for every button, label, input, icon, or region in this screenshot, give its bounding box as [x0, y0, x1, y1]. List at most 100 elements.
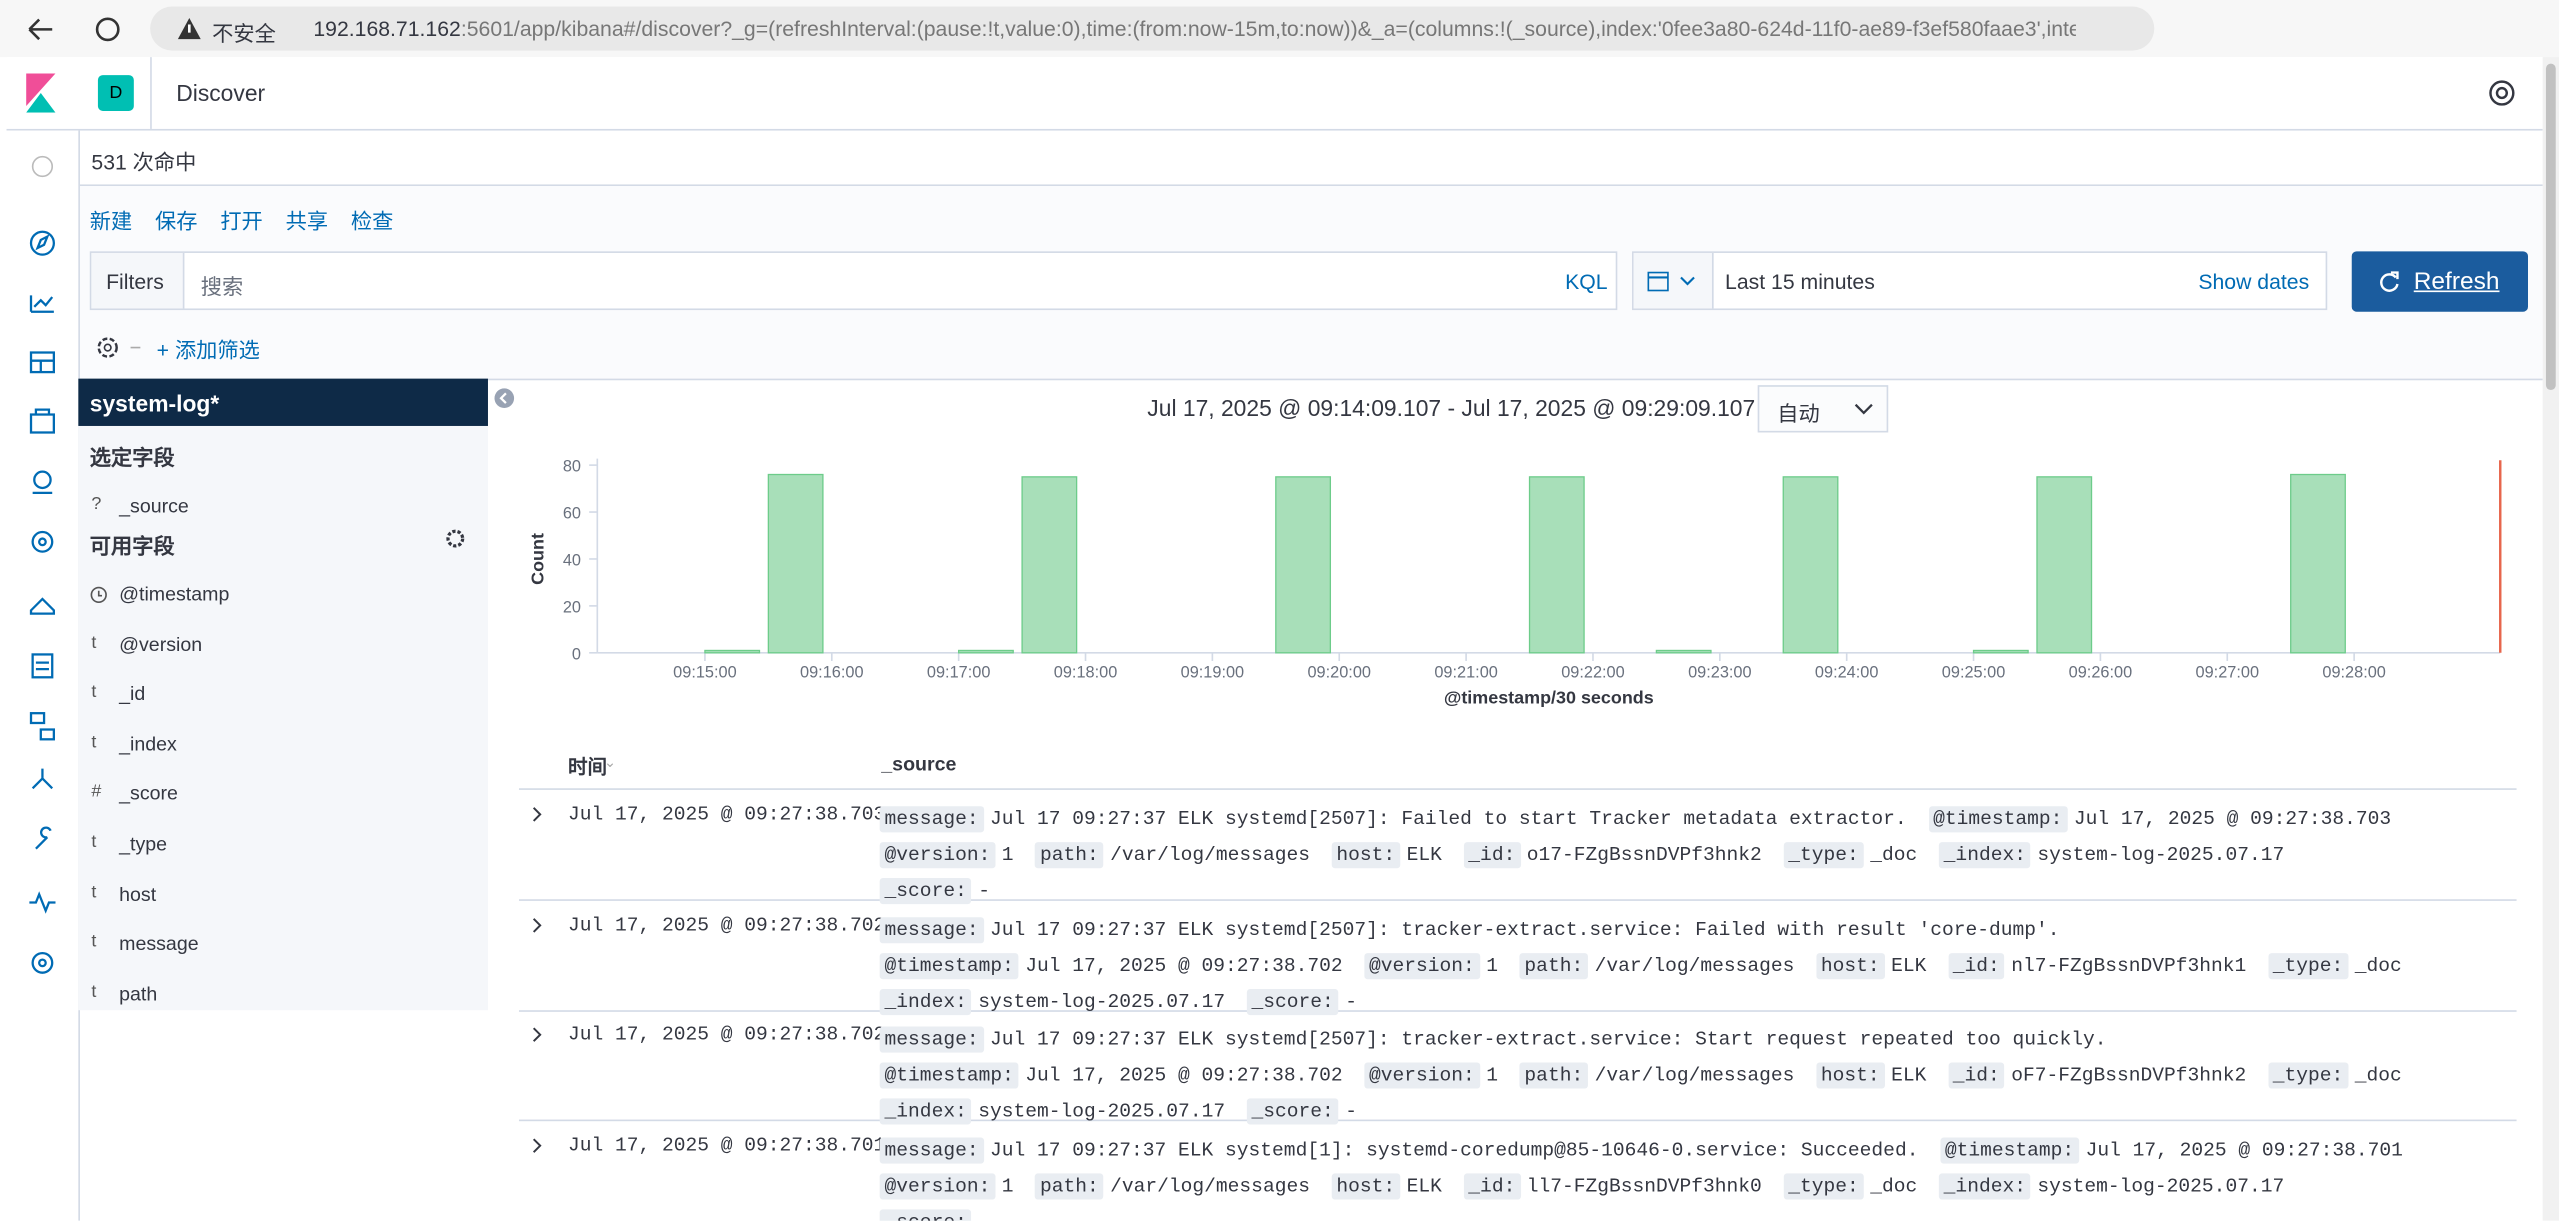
field-value: -: [1345, 989, 1357, 1013]
url: 192.168.71.162:5601/app/kibana#/discover…: [313, 16, 2076, 40]
source-field: message: Jul 17 09:27:37 ELK systemd[1]: …: [879, 1136, 1929, 1163]
address-bar[interactable]: 不安全 192.168.71.162:5601/app/kibana#/disc…: [150, 6, 2155, 51]
field-item[interactable]: t message: [78, 924, 488, 966]
refresh-button[interactable]: Refresh: [2351, 251, 2528, 312]
source-field: @version: 1: [1364, 952, 1508, 979]
column-header[interactable]: 时间: [567, 755, 608, 779]
field-key: path:: [1035, 1172, 1104, 1199]
kql-toggle[interactable]: KQL: [1565, 269, 1608, 294]
field-key: _score:: [879, 1208, 972, 1221]
menu-link[interactable]: 共享: [285, 208, 329, 234]
refresh-label: Refresh: [2413, 267, 2500, 296]
field-item[interactable]: ? _source: [78, 486, 488, 528]
field-value: 1: [1486, 953, 1498, 977]
field-settings[interactable]: [446, 529, 466, 549]
field-key: host:: [1815, 1062, 1885, 1089]
add-filter[interactable]: + 添加筛选: [156, 337, 260, 363]
field-key: _id:: [1947, 952, 2005, 979]
field-name: @version: [119, 632, 203, 656]
field-value: 1: [1486, 1064, 1498, 1087]
field-value: ELK: [1406, 1174, 1442, 1198]
field-type: t: [91, 732, 97, 753]
nav-icons[interactable]: [7, 131, 79, 996]
field-item[interactable]: t @version: [78, 624, 488, 666]
side-nav: [6, 130, 80, 1221]
source-field: @timestamp: Jul 17, 2025 @ 09:27:38.701: [1940, 1136, 2413, 1163]
warning-icon: [177, 17, 201, 40]
field-value: /var/log/messages: [1594, 953, 1795, 977]
menu-link[interactable]: 打开: [220, 208, 263, 234]
source-field: @timestamp: Jul 17, 2025 @ 09:27:38.702: [879, 1062, 1353, 1089]
show-dates[interactable]: Show dates: [2198, 269, 2310, 294]
field-item[interactable]: t host: [78, 874, 488, 916]
field-key: @version:: [879, 842, 996, 869]
help-icon[interactable]: [2487, 78, 2516, 107]
field-key: _score:: [879, 878, 972, 905]
field-value: oF7-FZgBssnDVPf3hnk2: [2011, 1064, 2247, 1087]
bar: [1782, 476, 1839, 654]
source-field: _type: _doc: [2267, 1062, 2412, 1089]
field-name: host: [119, 882, 157, 906]
field-value: 1: [1001, 843, 1014, 867]
x-tick-label: 09:17:00: [927, 663, 991, 681]
field-value: nl7-FZgBssnDVPf3hnk1: [2011, 953, 2247, 977]
field-value: Jul 17, 2025 @ 09:27:38.701: [2085, 1138, 2403, 1162]
x-tick-label: 09:16:00: [800, 663, 863, 681]
histogram: 0 20 40 60 80 09:15:00 09:16:00 09:17:00 09:18:0…: [527, 458, 2502, 707]
field-value: ELK: [1891, 953, 1927, 977]
expand-toggle[interactable]: [529, 1025, 545, 1045]
source-field: host: ELK: [1815, 1062, 1936, 1089]
x-tick-label: 09:23:00: [1688, 663, 1752, 681]
x-tick-label: 09:25:00: [1942, 663, 2006, 681]
field-item[interactable]: t _id: [78, 674, 488, 716]
source-field: _index: system-log-2025.07.17: [879, 1098, 1235, 1125]
field-value: -: [978, 1210, 990, 1221]
source-field: _type: _doc: [2267, 952, 2412, 979]
field-item[interactable]: # _score: [78, 774, 488, 816]
field-value: system-log-2025.07.17: [2037, 1174, 2285, 1198]
field-key: host:: [1331, 842, 1401, 869]
search-input[interactable]: 搜索: [200, 274, 244, 299]
field-item[interactable]: t _type: [78, 824, 488, 866]
app-header: D Discover: [6, 57, 2543, 131]
expand-toggle[interactable]: [529, 1135, 545, 1155]
doc-source: message: Jul 17 09:27:37 ELK systemd[2507…: [879, 911, 2422, 1019]
filters-button[interactable]: Filters: [91, 252, 185, 309]
nav-buttons[interactable]: [23, 13, 154, 46]
doc-time: Jul 17, 2025 @ 09:27:38.701: [567, 1133, 886, 1157]
space-badge[interactable]: D: [97, 75, 134, 111]
expand-toggle[interactable]: [529, 805, 545, 825]
source-field: path:/var/log/messages: [1519, 1062, 1805, 1089]
interval-select[interactable]: 自动: [1757, 385, 1889, 433]
sort-icon[interactable]: ⌄: [603, 753, 617, 771]
expand-toggle[interactable]: [529, 915, 545, 935]
collapse-button[interactable]: [493, 387, 516, 410]
menu-link[interactable]: 新建: [89, 208, 133, 234]
source-field: _score:-: [1246, 1098, 1367, 1125]
field-value: system-log-2025.07.17: [978, 1099, 1226, 1123]
kibana-logo[interactable]: [26, 73, 59, 113]
query-bar: Filters 搜索 KQL: [89, 251, 1618, 311]
field-item[interactable]: t path: [78, 974, 488, 1016]
filter-settings[interactable]: [95, 333, 150, 362]
field-key: path:: [1035, 842, 1104, 869]
y-axis-title: Count: [527, 533, 547, 585]
field-value: /var/log/messages: [1110, 1174, 1310, 1198]
scrollbar[interactable]: [2542, 57, 2559, 1221]
menu-link[interactable]: 保存: [155, 208, 198, 234]
x-tick-label: 09:18:00: [1054, 663, 1117, 681]
field-value: Jul 17 09:27:37 ELK systemd[2507]: track…: [989, 1028, 2107, 1052]
field-key: message:: [879, 1026, 984, 1053]
field-item[interactable]: @timestamp: [78, 574, 488, 616]
source-field: @version: 1: [1364, 1062, 1508, 1089]
field-key: @version:: [1364, 952, 1480, 979]
field-key: _type:: [1783, 842, 1864, 869]
source-field: message: Jul 17 09:27:37 ELK systemd[2507…: [879, 806, 1917, 833]
y-tick-label: 60: [563, 505, 581, 523]
field-item[interactable]: t _index: [78, 724, 488, 766]
quick-menu[interactable]: [1633, 252, 1714, 309]
chart-title: Jul 17, 2025 @ 09:14:09.107 - Jul 17, 20…: [1147, 394, 1785, 422]
index-pattern[interactable]: system-log*: [78, 378, 488, 426]
menu-link[interactable]: 检查: [350, 208, 394, 234]
time-range[interactable]: Last 15 minutes: [1725, 269, 1875, 294]
